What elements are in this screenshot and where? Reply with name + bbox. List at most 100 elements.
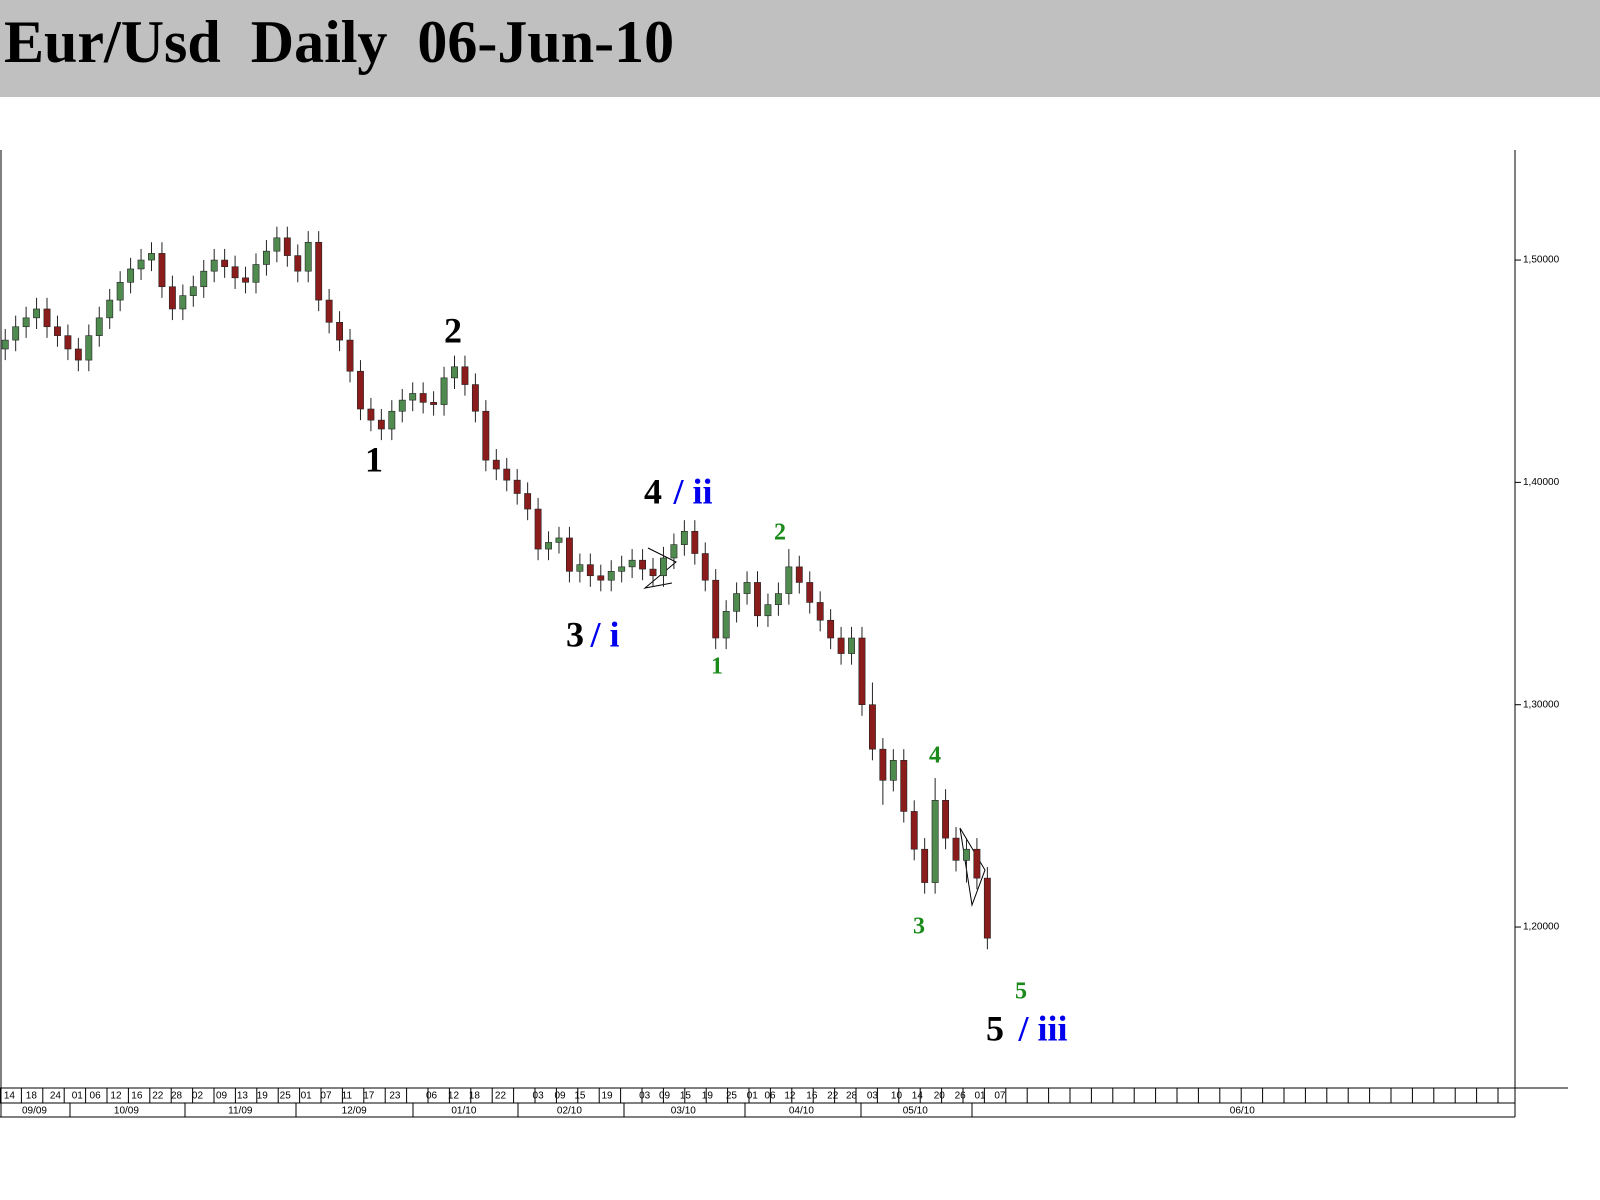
candle-body	[910, 811, 918, 850]
x-tick-label: 23	[389, 1091, 401, 1102]
x-tick-label: 17	[363, 1091, 375, 1102]
candle-body	[733, 593, 741, 612]
wave-label: 5	[986, 1008, 1004, 1048]
candle-body	[670, 544, 678, 559]
triangle-pattern	[959, 827, 986, 907]
wave-label: / ii	[672, 471, 712, 511]
candle-body	[127, 268, 135, 283]
candle-body	[942, 800, 950, 839]
candle-body	[764, 604, 772, 617]
x-tick-label: 28	[846, 1091, 858, 1102]
x-tick-label: 14	[912, 1091, 924, 1102]
wave-label: 1	[711, 654, 723, 680]
month-label: 01/10	[451, 1106, 476, 1117]
wave-label: 5	[1015, 979, 1027, 1005]
candle-body	[565, 537, 573, 572]
x-tick-label: 16	[131, 1091, 143, 1102]
candle-body	[513, 479, 521, 494]
candle-body	[586, 564, 594, 577]
candle-body	[785, 566, 793, 594]
candle-body	[743, 582, 751, 594]
month-label: 03/10	[671, 1106, 696, 1117]
candle-body	[754, 582, 761, 617]
candle-body	[795, 566, 803, 583]
x-tick-label: 13	[237, 1091, 249, 1102]
candle-body	[963, 848, 970, 861]
candle-body	[461, 366, 469, 385]
x-tick-label: 22	[827, 1091, 839, 1102]
candle-body	[774, 593, 782, 605]
month-label: 11/09	[228, 1106, 253, 1117]
candle-body	[649, 568, 657, 577]
candle-body	[189, 286, 197, 296]
candle-body	[440, 377, 448, 405]
candle-body	[430, 402, 438, 405]
candle-body	[419, 393, 427, 403]
candle-body	[691, 530, 699, 554]
month-label: 02/10	[557, 1106, 582, 1117]
month-label: 05/10	[903, 1106, 928, 1117]
x-tick-label: 11	[342, 1091, 353, 1102]
candle-body	[137, 259, 145, 270]
x-tick-label: 01	[747, 1091, 759, 1102]
candle-body	[576, 564, 584, 572]
candle-body	[398, 399, 406, 412]
x-tick-label: 01	[72, 1091, 84, 1102]
candle-body	[315, 241, 323, 301]
wave-label: 3	[913, 914, 925, 940]
candle-body	[357, 370, 364, 410]
x-tick-label: 12	[784, 1091, 796, 1102]
x-tick-label: 18	[26, 1091, 38, 1102]
y-tick-label: 1,50000	[1523, 255, 1560, 266]
candle-body	[54, 326, 61, 336]
candle-body	[325, 299, 333, 323]
candle-body	[983, 877, 991, 939]
candle-body	[346, 339, 354, 372]
candle-body	[116, 281, 124, 301]
x-tick-label: 07	[994, 1091, 1006, 1102]
candle-body	[806, 582, 814, 603]
candle-body	[639, 559, 647, 570]
chart-title: Eur/Usd Daily 06-Jun-10	[4, 9, 675, 75]
month-label: 10/09	[114, 1106, 139, 1117]
candle-body	[921, 848, 929, 883]
candle-body	[283, 237, 291, 256]
wave-label: 3	[566, 614, 584, 654]
candle-body	[451, 366, 458, 379]
x-tick-label: 01	[974, 1091, 986, 1102]
x-tick-label: 19	[257, 1091, 269, 1102]
x-tick-label: 07	[320, 1091, 332, 1102]
candle-body	[848, 637, 855, 654]
x-tick-label: 18	[469, 1091, 481, 1102]
x-tick-label: 06	[764, 1091, 776, 1102]
candle-body	[482, 410, 490, 461]
x-tick-label: 22	[152, 1091, 164, 1102]
title-bar: Eur/Usd Daily 06-Jun-10	[0, 0, 1600, 97]
x-tick-label: 09	[216, 1091, 228, 1102]
candle-body	[22, 317, 30, 328]
candle-body	[294, 255, 302, 272]
candle-body	[242, 277, 249, 283]
candle-body	[712, 579, 720, 639]
candle-body	[931, 800, 939, 883]
x-tick-label: 09	[554, 1091, 566, 1102]
x-tick-label: 01	[301, 1091, 313, 1102]
candle-body	[74, 348, 82, 361]
wave-label: / iii	[1017, 1008, 1067, 1048]
month-label: 09/09	[22, 1106, 47, 1117]
candle-body	[660, 557, 667, 577]
month-label: 12/09	[342, 1106, 367, 1117]
wave-label: 2	[774, 520, 786, 546]
candle-body	[388, 410, 396, 430]
x-tick-label: 02	[192, 1091, 204, 1102]
candle-body	[503, 468, 511, 481]
y-tick-label: 1,20000	[1523, 922, 1560, 933]
candle-body	[471, 384, 479, 412]
candle-body	[377, 419, 385, 430]
x-tick-label: 15	[680, 1091, 692, 1102]
candle-body	[534, 508, 542, 550]
candle-body	[210, 259, 218, 272]
candle-body	[879, 748, 887, 781]
